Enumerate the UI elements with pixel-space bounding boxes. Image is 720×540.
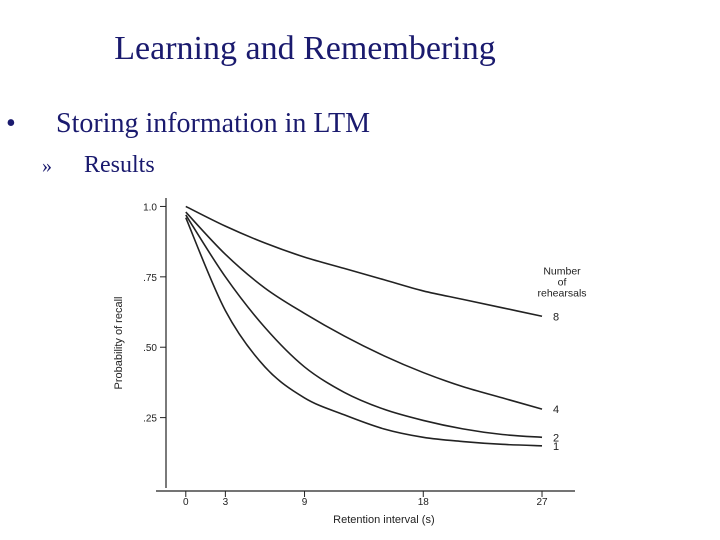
legend-title-line: of [558,276,567,288]
y-axis-title: Probability of recall [113,297,125,390]
x-tick-label: 18 [418,497,430,508]
series-label-2: 2 [553,432,559,444]
x-axis-title: Retention interval (s) [333,514,435,526]
sub-bullet-text: Results [84,152,155,178]
series-label-4: 4 [553,404,559,416]
series-line-1 [185,217,543,447]
series-line-4 [185,211,543,410]
x-tick-label: 27 [536,497,548,508]
slide-title: Learning and Remembering [114,30,496,67]
series-label-1: 1 [553,441,559,453]
y-tick-label: .25 [143,414,157,425]
x-tick-label: 9 [302,497,308,508]
bullet-marker: • [6,108,16,139]
series-line-8 [185,205,543,318]
y-tick-label: .50 [143,343,157,354]
legend-title-line: Number [543,265,581,277]
chart-series [185,205,543,447]
y-tick-label: .75 [143,273,157,284]
legend-title-line: rehearsals [538,287,587,299]
series-line-2 [185,214,543,439]
sub-bullet-item: » Results [42,152,155,179]
series-label-8: 8 [553,311,559,323]
bullet-item: • Storing information in LTM [6,108,370,140]
x-tick-label: 3 [223,497,229,508]
y-tick-label: 1.0 [143,202,157,213]
x-tick-label: 0 [183,497,189,508]
bullet-text: Storing information in LTM [56,108,370,139]
sub-bullet-marker: » [42,155,52,177]
